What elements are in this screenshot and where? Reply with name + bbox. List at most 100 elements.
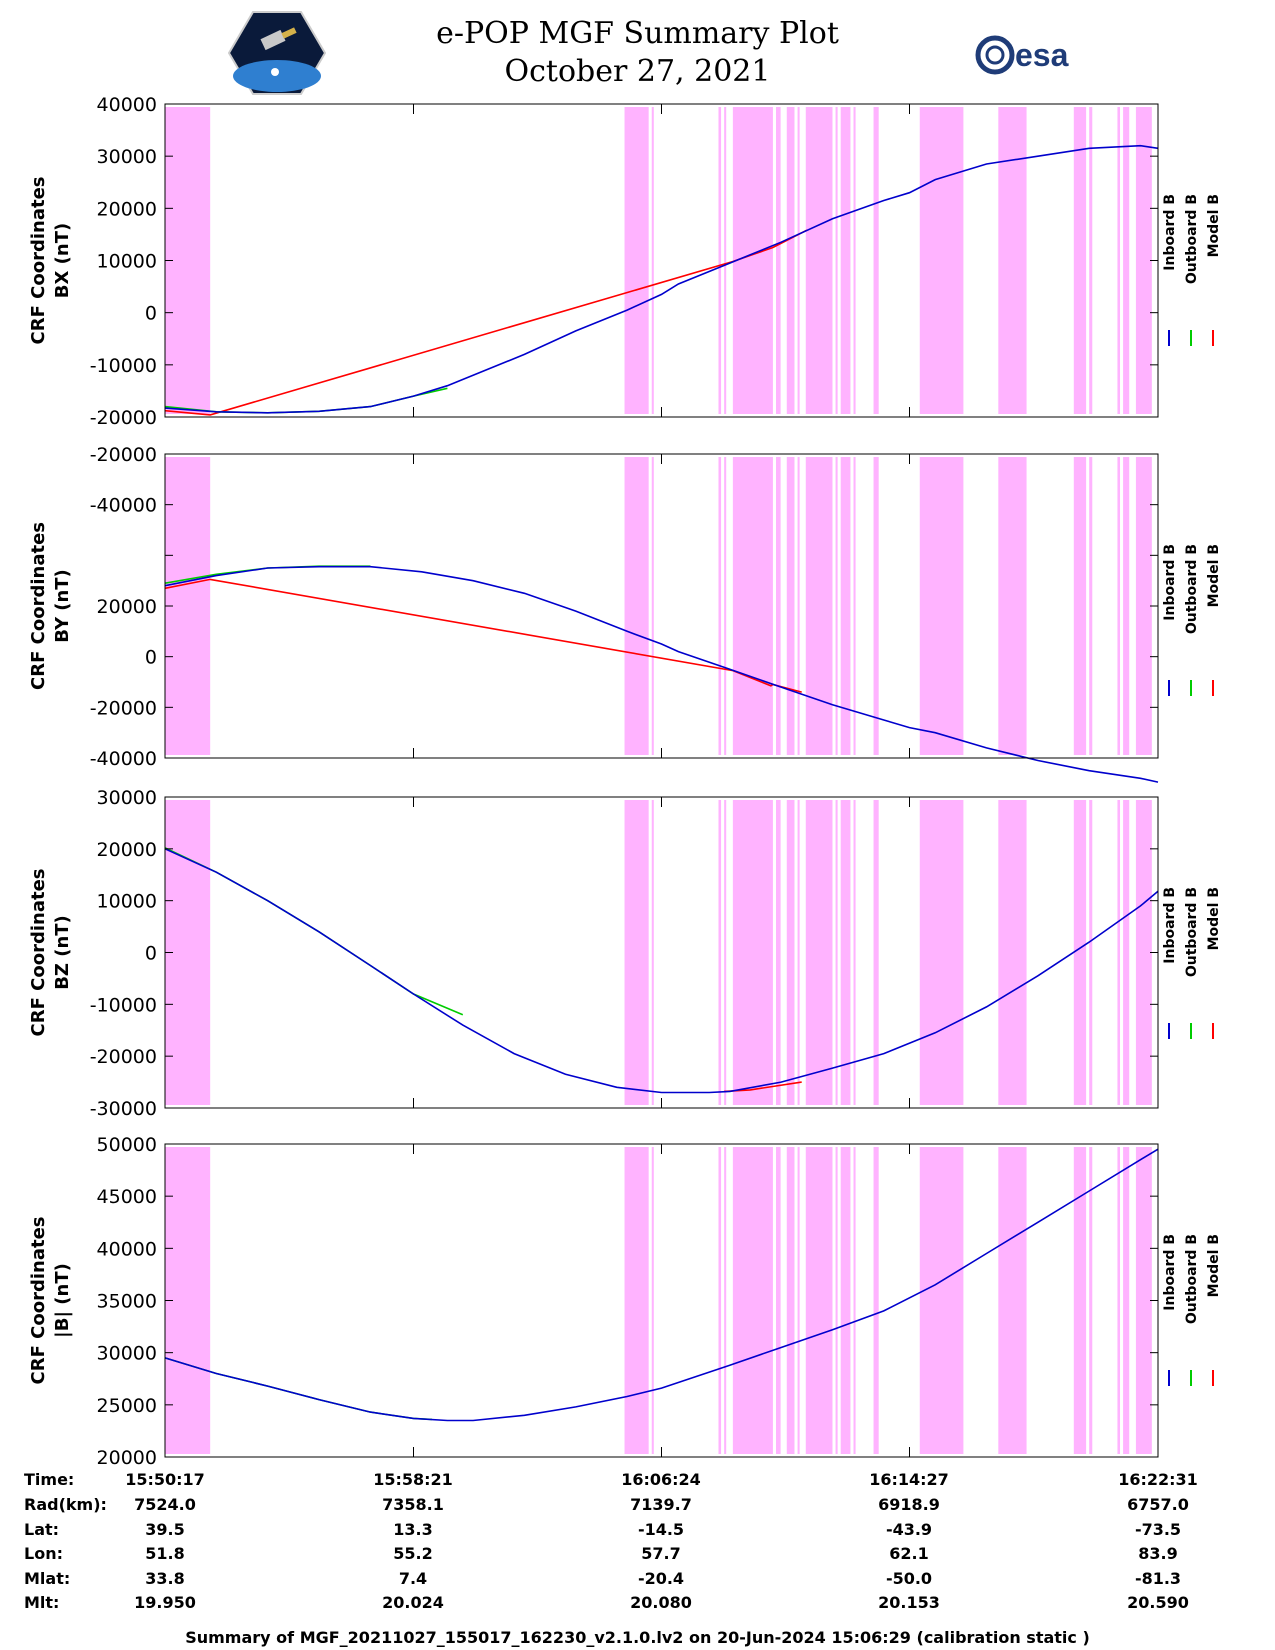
series-line-inboard-b: [164, 848, 1159, 1094]
shaded-interval: [805, 457, 833, 755]
shaded-interval: [1123, 1147, 1130, 1454]
series-line-inboard-b: [164, 565, 1159, 783]
y-tick-label: 30000: [97, 1343, 157, 1365]
shaded-interval: [786, 457, 795, 755]
shaded-interval: [1123, 800, 1130, 1105]
shaded-interval: [835, 457, 838, 755]
shaded-interval: [998, 457, 1027, 755]
shaded-interval: [724, 800, 727, 1105]
y-axis-label: CRF Coordinates: [28, 869, 49, 1037]
shaded-interval: [624, 800, 649, 1105]
plot-date: October 27, 2021: [504, 54, 771, 89]
y-tick-label: -20000: [90, 697, 157, 719]
info-cell: 20.590: [1127, 1593, 1189, 1612]
shaded-interval: [1123, 457, 1130, 755]
shaded-interval: [873, 107, 879, 414]
legend-label: Outboard B: [1184, 887, 1200, 977]
info-cell: 13.3: [393, 1520, 433, 1539]
y-axis-label: BY (nT): [52, 569, 73, 643]
shaded-interval: [853, 1147, 856, 1454]
plot-title: e-POP MGF Summary Plot: [436, 16, 839, 51]
shaded-interval: [1135, 457, 1152, 755]
info-cell: 15:50:17: [125, 1470, 205, 1489]
shaded-interval: [840, 107, 851, 414]
legend-label: Inboard B: [1162, 887, 1178, 964]
series-line-inboard-b: [164, 1148, 1159, 1422]
info-row-label: Lon:: [24, 1544, 63, 1563]
shaded-interval: [919, 457, 964, 755]
y-tick-label: 20000: [97, 839, 157, 861]
y-tick-label: 10000: [97, 891, 157, 913]
shaded-interval: [718, 1147, 722, 1454]
shaded-interval: [732, 107, 773, 414]
shaded-interval: [873, 457, 879, 755]
shaded-interval: [1117, 107, 1121, 414]
shaded-interval: [1135, 107, 1152, 414]
shaded-interval: [775, 800, 781, 1105]
shaded-interval: [624, 457, 649, 755]
y-tick-label: -40000: [90, 748, 157, 770]
y-tick-label: -20000: [90, 407, 157, 429]
info-cell: 19.950: [134, 1593, 196, 1612]
series-line-model-b: [164, 578, 802, 693]
shaded-interval: [998, 107, 1027, 414]
y-tick-label: 25000: [97, 1395, 157, 1417]
info-row-label: Rad(km):: [24, 1495, 107, 1514]
shaded-interval: [1089, 107, 1093, 414]
shaded-interval: [651, 1147, 654, 1454]
legend-label: Inboard B: [1162, 1234, 1178, 1311]
shaded-interval: [797, 457, 800, 755]
shaded-interval: [732, 800, 773, 1105]
info-row-label: Mlt:: [24, 1593, 60, 1612]
y-tick-label: 20000: [97, 198, 157, 220]
y-axis-label: BX (nT): [52, 223, 73, 298]
shaded-interval: [853, 800, 856, 1105]
shaded-interval: [805, 1147, 833, 1454]
shaded-interval: [1089, 800, 1093, 1105]
info-row-label: Lat:: [24, 1520, 60, 1539]
shaded-interval: [1135, 800, 1152, 1105]
shaded-interval: [1089, 1147, 1093, 1454]
shaded-interval: [775, 457, 781, 755]
info-cell: 7524.0: [134, 1495, 196, 1514]
info-cell: 83.9: [1138, 1544, 1178, 1563]
y-tick-label: 45000: [97, 1186, 157, 1208]
shaded-interval: [718, 800, 722, 1105]
info-cell: 62.1: [889, 1544, 929, 1563]
shaded-interval: [853, 457, 856, 755]
cassiope-logo: [228, 11, 326, 95]
y-tick-label: 0: [145, 943, 157, 965]
info-row-label: Time:: [24, 1470, 75, 1489]
shaded-interval: [775, 1147, 781, 1454]
shaded-interval: [835, 107, 838, 414]
shaded-interval: [919, 107, 964, 414]
info-cell: 20.153: [878, 1593, 940, 1612]
y-tick-label: 40000: [97, 1238, 157, 1260]
y-axis-label: CRF Coordinates: [28, 1217, 49, 1385]
info-cell: 7358.1: [382, 1495, 444, 1514]
shaded-interval: [724, 1147, 727, 1454]
y-tick-label: -30000: [90, 1098, 157, 1120]
info-cell: 7.4: [398, 1569, 428, 1588]
y-tick-label: -40000: [90, 495, 157, 517]
shaded-interval: [718, 107, 722, 414]
shaded-interval: [1123, 107, 1130, 414]
footer-summary: Summary of MGF_20211027_155017_162230_v2…: [185, 1628, 1090, 1647]
shaded-interval: [797, 800, 800, 1105]
shaded-interval: [853, 107, 856, 414]
info-cell: 15:58:21: [373, 1470, 453, 1489]
info-cell: -50.0: [885, 1569, 933, 1588]
series-line-model-b: [164, 229, 808, 416]
shaded-interval: [840, 1147, 851, 1454]
shaded-interval: [1073, 1147, 1087, 1454]
legend-label: Outboard B: [1184, 544, 1200, 634]
info-cell: -73.5: [1134, 1520, 1182, 1539]
y-tick-label: 10000: [97, 251, 157, 273]
shaded-interval: [805, 800, 833, 1105]
shaded-interval: [651, 107, 654, 414]
shaded-interval: [1073, 800, 1087, 1105]
y-axis-label: CRF Coordinates: [28, 522, 49, 690]
shaded-interval: [797, 1147, 800, 1454]
esa-logo: esa: [975, 35, 1069, 75]
